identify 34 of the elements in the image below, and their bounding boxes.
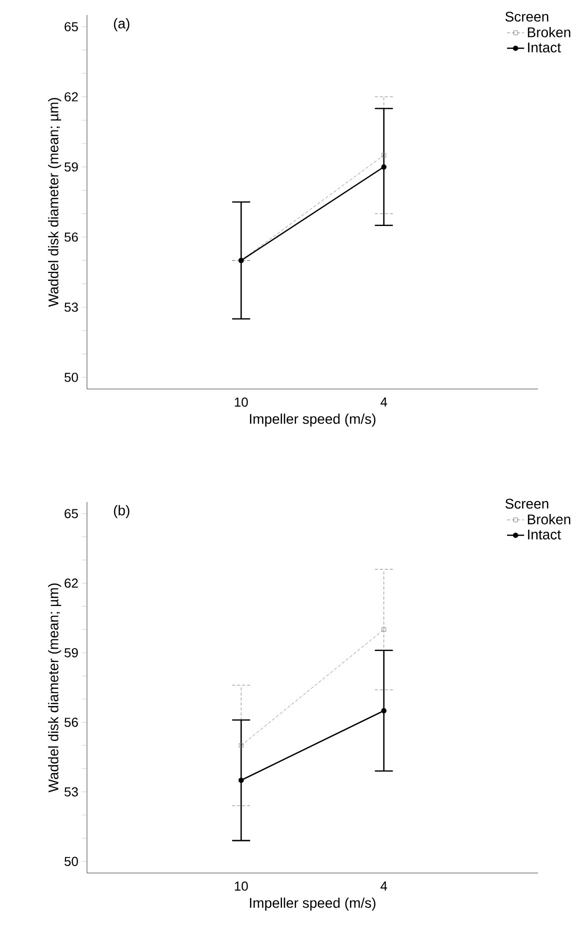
y-tick-label: 56 <box>64 232 78 242</box>
y-tick-label: 50 <box>64 372 78 382</box>
point <box>238 778 244 783</box>
y-tick-label: 65 <box>64 22 78 32</box>
y-tick-label: 53 <box>64 787 78 796</box>
legend-label: Broken <box>528 27 570 38</box>
point <box>382 627 386 632</box>
y-axis-title: Waddel disk diameter (mean; µm) <box>48 583 62 792</box>
y-axis-title: Waddel disk diameter (mean; µm) <box>48 98 62 307</box>
point <box>381 164 387 170</box>
legend-title: Screen <box>505 12 548 22</box>
legend-label: Broken <box>528 514 570 524</box>
y-tick-label: 65 <box>64 508 78 518</box>
y-tick-label: 56 <box>64 718 78 727</box>
point <box>382 153 386 158</box>
legend-label: Intact <box>528 530 561 540</box>
x-tick-label: 4 <box>380 882 388 890</box>
x-tick-label: 4 <box>380 398 388 406</box>
legend-title: Screen <box>505 498 548 509</box>
y-tick-label: 62 <box>64 92 78 102</box>
x-axis-title: Impeller speed (m/s) <box>250 898 376 911</box>
x-tick-label: 10 <box>234 882 248 891</box>
x-tick-label: 10 <box>234 398 248 407</box>
y-tick-label: 62 <box>64 578 78 588</box>
chart-title: (a) <box>114 18 130 32</box>
y-tick-label: 50 <box>64 856 78 866</box>
point <box>381 708 387 714</box>
x-axis-title: Impeller speed (m/s) <box>250 414 376 427</box>
legend-label: Intact <box>528 42 561 52</box>
point <box>238 743 244 748</box>
y-tick-label: 59 <box>64 648 78 658</box>
chart-title: (b) <box>114 505 130 518</box>
y-tick-label: 59 <box>64 162 78 172</box>
y-tick-label: 53 <box>64 302 78 312</box>
